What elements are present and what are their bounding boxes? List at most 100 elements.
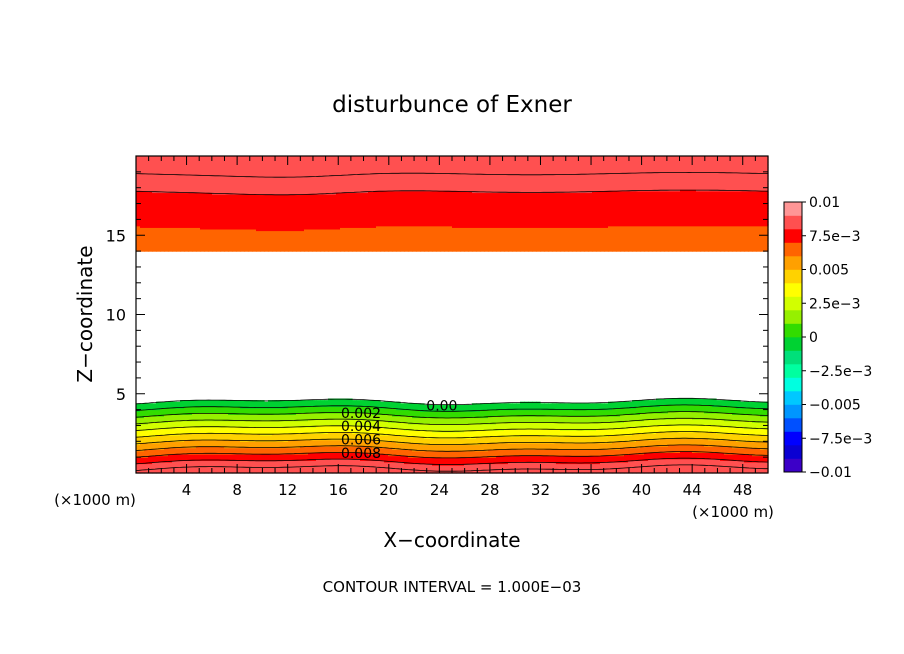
contour-cell xyxy=(208,220,213,224)
contour-cell xyxy=(248,227,253,230)
contour-cell xyxy=(164,209,169,213)
contour-cell xyxy=(212,460,217,463)
contour-cell xyxy=(140,168,145,171)
contour-cell xyxy=(192,181,197,184)
contour-cell xyxy=(168,167,173,170)
contour-cell xyxy=(180,171,185,175)
contour-cell xyxy=(148,225,153,228)
contour-cell xyxy=(148,189,153,192)
contour-cell xyxy=(208,230,213,233)
contour-cell xyxy=(204,449,209,452)
contour-cell xyxy=(168,450,173,453)
contour-cell xyxy=(176,178,181,181)
contour-cell xyxy=(224,469,229,473)
contour-cell xyxy=(224,224,229,227)
contour-cell xyxy=(236,184,241,187)
contour-cell xyxy=(240,167,245,170)
contour-cell xyxy=(136,184,141,187)
contour-cell xyxy=(160,442,165,446)
contour-cell xyxy=(248,208,253,211)
contour-cell xyxy=(232,458,237,461)
contour-cell xyxy=(224,162,229,165)
contour-cell xyxy=(140,457,145,460)
contour-cell xyxy=(252,241,257,244)
contour-cell xyxy=(208,417,213,420)
contour-cell xyxy=(140,427,145,430)
contour-cell xyxy=(196,176,201,179)
contour-cell xyxy=(212,220,217,224)
contour-cell xyxy=(136,235,141,238)
contour-cell xyxy=(220,225,225,228)
contour-cell xyxy=(148,420,153,423)
contour-cell xyxy=(228,240,233,243)
contour-cell xyxy=(196,423,201,427)
contour-cell xyxy=(168,240,173,243)
contour-cell xyxy=(140,197,145,200)
contour-cell xyxy=(212,409,217,412)
contour-cell xyxy=(168,444,173,447)
contour-cell xyxy=(172,449,177,452)
contour-cell xyxy=(252,447,257,450)
contour-cell xyxy=(156,201,161,205)
contour-cell xyxy=(184,227,189,230)
contour-cell xyxy=(176,249,181,252)
contour-cell xyxy=(236,187,241,190)
contour-cell xyxy=(224,411,229,414)
contour-cell xyxy=(244,457,249,460)
contour-cell xyxy=(252,160,257,163)
contour-cell xyxy=(192,192,197,195)
contour-cell xyxy=(156,463,161,466)
contour-cell xyxy=(180,181,185,184)
contour-cell xyxy=(140,420,145,423)
contour-cell xyxy=(168,186,173,189)
contour-cell xyxy=(168,434,173,438)
contour-cell xyxy=(168,217,173,220)
contour-cell xyxy=(136,198,141,201)
contour-cell xyxy=(168,408,173,411)
contour-cell xyxy=(252,444,257,447)
contour-cell xyxy=(232,249,237,252)
contour-cell xyxy=(192,187,197,190)
contour-cell xyxy=(224,461,229,465)
contour-cell xyxy=(160,206,165,209)
contour-cell xyxy=(244,209,249,213)
contour-cell xyxy=(228,457,233,460)
contour-cell xyxy=(244,162,249,165)
contour-cell xyxy=(196,184,201,187)
contour-cell xyxy=(220,167,225,170)
contour-cell xyxy=(228,458,233,461)
contour-cell xyxy=(224,455,229,458)
contour-cell xyxy=(240,233,245,236)
contour-cell xyxy=(168,457,173,460)
contour-cell xyxy=(252,156,257,159)
contour-cell xyxy=(136,428,141,431)
contour-cell xyxy=(148,203,153,206)
contour-cell xyxy=(196,209,201,213)
contour-cell xyxy=(228,244,233,247)
contour-cell xyxy=(188,175,193,178)
contour-cell xyxy=(200,192,205,195)
contour-cell xyxy=(228,190,233,194)
contour-cell xyxy=(216,247,221,251)
contour-cell xyxy=(144,222,149,225)
contour-cell xyxy=(196,412,201,415)
contour-cell xyxy=(192,244,197,247)
contour-cell xyxy=(224,441,229,444)
contour-cell xyxy=(136,425,141,428)
contour-cell xyxy=(204,165,209,168)
contour-cell xyxy=(144,235,149,238)
contour-cell xyxy=(152,463,157,466)
contour-cell xyxy=(164,227,169,230)
contour-cell xyxy=(144,436,149,439)
contour-cell xyxy=(180,162,185,165)
contour-cell xyxy=(184,190,189,194)
contour-cell xyxy=(184,450,189,453)
contour-cell xyxy=(224,216,229,219)
contour-cell xyxy=(252,428,257,431)
contour-cell xyxy=(240,455,245,458)
contour-cell xyxy=(212,247,217,251)
contour-cell xyxy=(164,217,169,220)
contour-cell xyxy=(208,181,213,184)
contour-cell xyxy=(184,246,189,249)
contour-cell xyxy=(232,460,237,463)
